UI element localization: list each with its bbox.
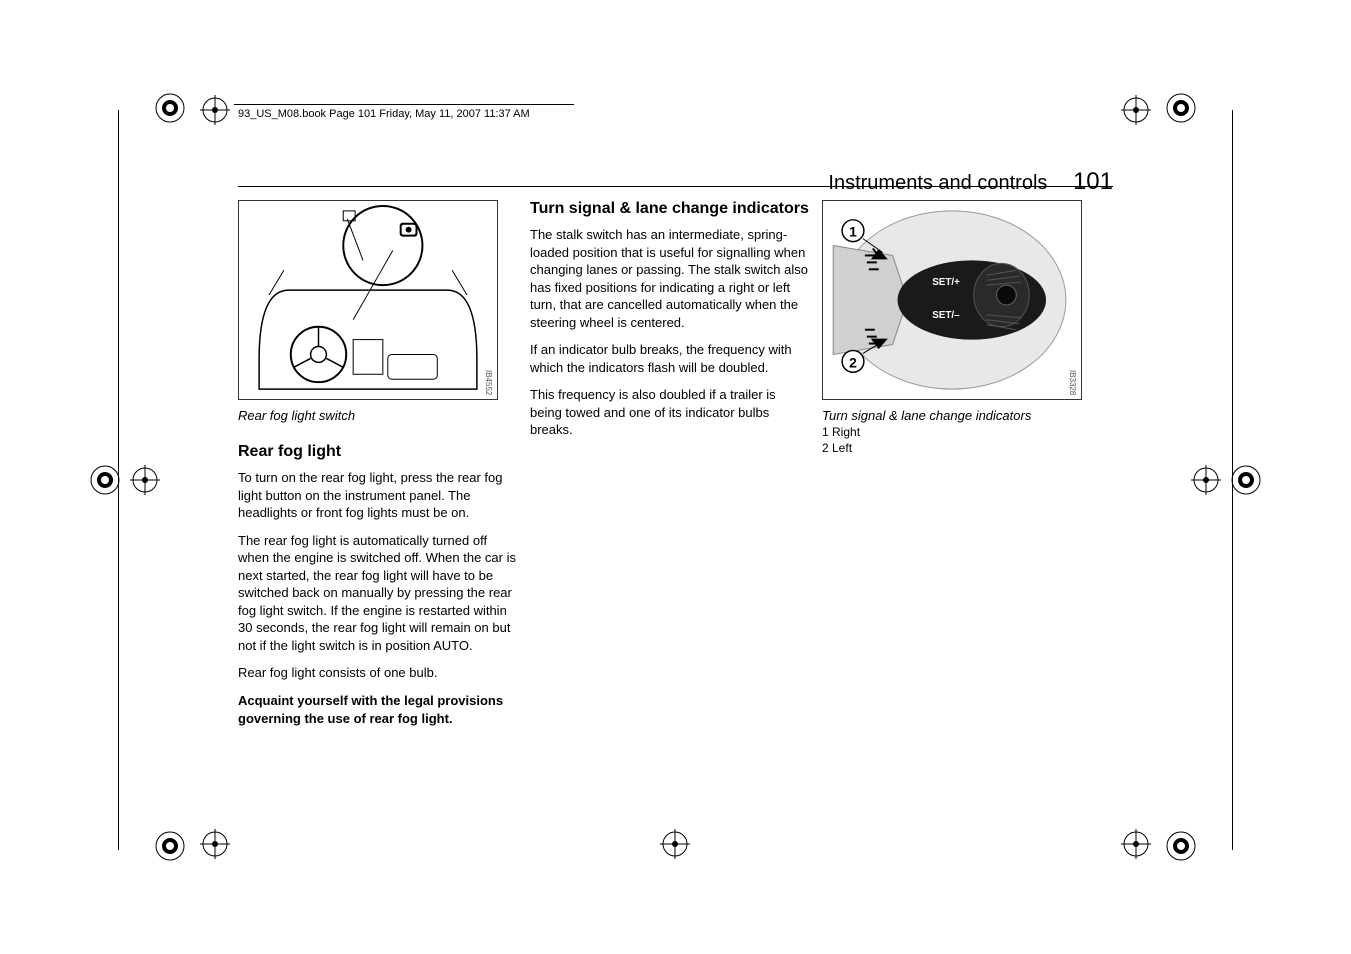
turn-signal-heading: Turn signal & lane change indicators — [530, 200, 810, 218]
guide-line-left — [118, 110, 119, 850]
reg-mark-mr — [1191, 465, 1221, 495]
svg-text:SET/+: SET/+ — [932, 277, 960, 288]
reg-mark-ml — [130, 465, 160, 495]
figure1-label: IB4552 — [484, 370, 493, 395]
print-mark-br — [1161, 826, 1201, 866]
column-2: Turn signal & lane change indicators The… — [530, 200, 810, 449]
rear-fog-p4: Acquaint yourself with the legal provisi… — [238, 692, 518, 727]
svg-text:1: 1 — [849, 224, 857, 240]
print-mark-bl — [150, 826, 190, 866]
print-mark-ml — [85, 460, 125, 500]
turn-signal-p1: The stalk switch has an intermediate, sp… — [530, 226, 810, 331]
column-3: SET/+ SET/– 1 2 — [822, 200, 1102, 456]
page-number: 101 — [1073, 168, 1113, 195]
section-title-text: Instruments and controls — [828, 172, 1047, 194]
content-top-border — [238, 186, 1113, 187]
reg-mark-tl — [200, 95, 230, 125]
reg-mark-mb — [660, 829, 690, 859]
page-info-text: 93_US_M08.book Page 101 Friday, May 11, … — [238, 108, 530, 120]
guide-line-right — [1232, 110, 1233, 850]
print-mark-tr — [1161, 88, 1201, 128]
rear-fog-heading: Rear fog light — [238, 443, 518, 461]
figure1-caption: Rear fog light switch — [238, 408, 518, 423]
rear-fog-p3: Rear fog light consists of one bulb. — [238, 664, 518, 682]
rear-fog-p2: The rear fog light is automatically turn… — [238, 532, 518, 655]
column-1: IB4552 Rear fog light switch Rear fog li… — [238, 200, 518, 737]
figure2-legend-1: 1 Right — [822, 425, 1102, 441]
reg-mark-tr — [1121, 95, 1151, 125]
figure-turn-signal-stalk: SET/+ SET/– 1 2 — [822, 200, 1082, 400]
reg-mark-br — [1121, 829, 1151, 859]
section-header: Instruments and controls 101 — [828, 168, 1113, 196]
turn-signal-p2: If an indicator bulb breaks, the frequen… — [530, 341, 810, 376]
figure-rear-fog-switch: IB4552 — [238, 200, 498, 400]
figure2-label: IB3328 — [1068, 370, 1077, 395]
figure2-caption: Turn signal & lane change indicators — [822, 408, 1102, 423]
svg-text:2: 2 — [849, 354, 857, 370]
page-info-line — [234, 104, 574, 105]
figure2-legend-2: 2 Left — [822, 441, 1102, 457]
reg-mark-bl — [200, 829, 230, 859]
turn-signal-p3: This frequency is also doubled if a trai… — [530, 386, 810, 439]
print-mark-tl — [150, 88, 190, 128]
rear-fog-p1: To turn on the rear fog light, press the… — [238, 469, 518, 522]
svg-text:SET/–: SET/– — [932, 310, 960, 321]
